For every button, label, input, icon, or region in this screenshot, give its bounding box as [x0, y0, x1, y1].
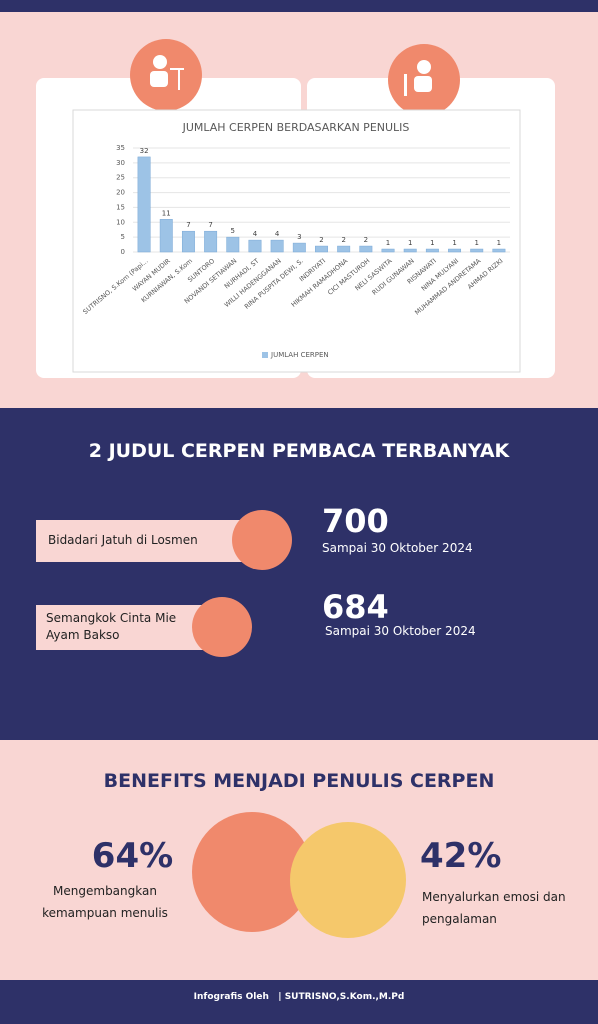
- data-label: 1: [408, 239, 412, 247]
- bar: [337, 245, 351, 253]
- y-tick-label: 5: [121, 233, 125, 241]
- data-label: 7: [186, 221, 190, 229]
- percent: 42%: [420, 836, 502, 876]
- data-label: 2: [364, 236, 368, 244]
- bar: [448, 248, 462, 253]
- bar: [492, 248, 506, 253]
- data-label: 4: [275, 230, 280, 238]
- y-tick-label: 10: [116, 218, 125, 226]
- chart-title: JUMLAH CERPEN BERDASARKAN PENULIS: [182, 121, 410, 134]
- title-bar: [36, 520, 250, 562]
- data-label: 5: [231, 227, 235, 235]
- bar: [159, 219, 173, 253]
- section-title: 2 JUDUL CERPEN PEMBACA TERBANYAK: [88, 440, 510, 462]
- bar: [381, 248, 395, 253]
- data-label: 1: [452, 239, 456, 247]
- data-label: 1: [475, 239, 479, 247]
- benefit-text: Menyalurkan emosi dan pengalaman: [422, 890, 566, 926]
- bar: [470, 248, 484, 253]
- count: 684: [322, 588, 389, 626]
- data-label: 7: [208, 221, 212, 229]
- caption: Sampai 30 Oktober 2024: [322, 541, 473, 555]
- data-label: 1: [430, 239, 434, 247]
- bar: [359, 245, 373, 253]
- bar: [270, 239, 284, 253]
- y-tick-label: 0: [121, 248, 125, 256]
- data-label: 1: [497, 239, 501, 247]
- percent: 64%: [91, 836, 174, 876]
- caption: Sampai 30 Oktober 2024: [325, 624, 476, 638]
- bar: [204, 230, 218, 253]
- story-title: Bidadari Jatuh di Losmen: [48, 533, 198, 547]
- data-label: 11: [162, 209, 171, 217]
- chart-area: [72, 109, 521, 373]
- y-tick-label: 30: [116, 159, 125, 167]
- footer: [0, 980, 598, 1024]
- bar: [292, 242, 306, 253]
- data-label: 3: [297, 233, 301, 241]
- y-tick-label: 35: [116, 144, 125, 152]
- story-title: Semangkok Cinta Mie Ayam Bakso: [46, 611, 177, 642]
- icon: [232, 510, 292, 570]
- footer-label: Infografis Oleh: [193, 992, 269, 1002]
- dark-section: [0, 408, 598, 740]
- top-band: [0, 0, 598, 12]
- data-label: 4: [253, 230, 258, 238]
- bar: [315, 245, 328, 253]
- data-label: 2: [319, 236, 323, 244]
- icon: [290, 822, 406, 938]
- data-label: 1: [386, 239, 390, 247]
- y-tick-label: 15: [116, 203, 125, 211]
- benefit-text: Mengembangkan kemampuan menulis: [42, 884, 168, 920]
- y-tick-label: 20: [116, 189, 125, 197]
- footer-text: Infografis Oleh | SUTRISNO,S.Kom.,M.Pd: [0, 992, 598, 1002]
- legend-label: JUMLAH CERPEN: [270, 351, 329, 359]
- icon: [150, 55, 432, 96]
- title-bar: [36, 605, 216, 650]
- bar: [425, 248, 439, 253]
- bar: [137, 156, 151, 253]
- bar: [248, 239, 262, 253]
- data-label: 2: [341, 236, 345, 244]
- footer-author: | SUTRISNO,S.Kom.,M.Pd: [278, 992, 405, 1002]
- y-tick-label: 25: [116, 174, 125, 182]
- data-label: 32: [140, 147, 149, 155]
- legend-swatch: [262, 352, 268, 358]
- bar: [181, 230, 195, 253]
- chart: JUMLAH CERPEN BERDASARKAN PENULIS 051015…: [72, 39, 521, 373]
- section-title: BENEFITS MENJADI PENULIS CERPEN: [103, 770, 495, 792]
- bar: [226, 236, 240, 253]
- icon: [192, 597, 252, 657]
- bar: [403, 248, 417, 253]
- count: 700: [322, 502, 389, 540]
